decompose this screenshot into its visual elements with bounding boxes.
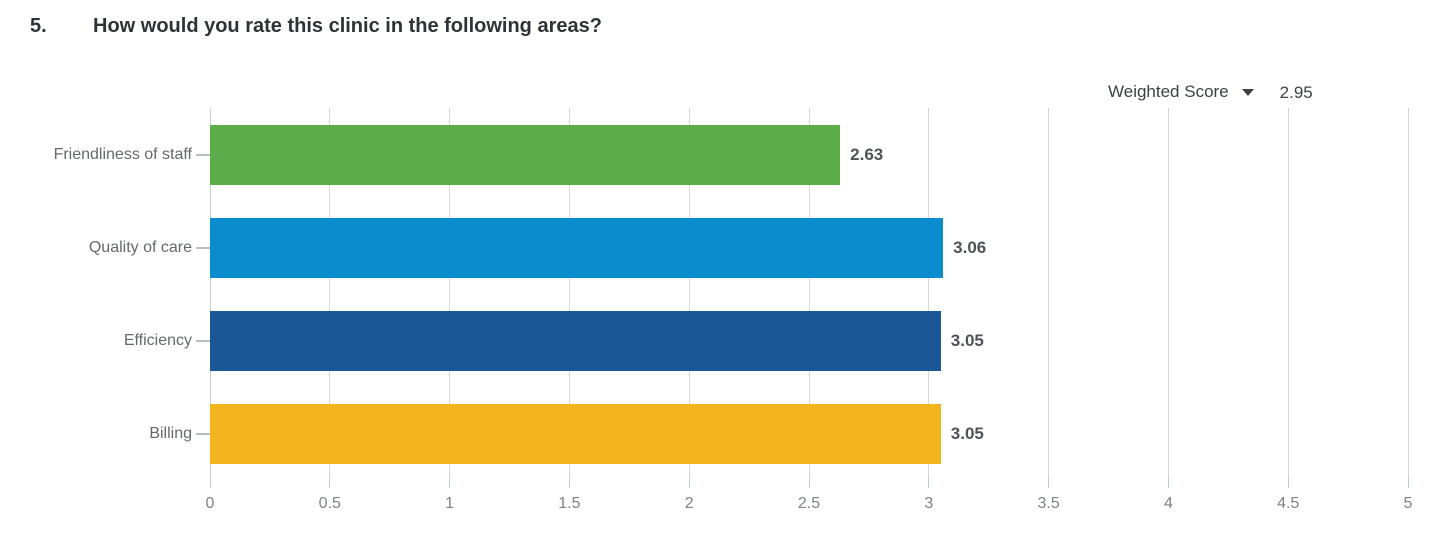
x-axis-tick	[329, 477, 331, 488]
x-axis-tick-label: 0.5	[318, 495, 341, 512]
x-axis-tick-label: 4.5	[1277, 495, 1300, 512]
gridline	[449, 108, 451, 477]
x-axis-tick	[808, 477, 810, 488]
category-label-friendliness-of-staff: Friendliness of staff	[53, 145, 192, 163]
x-axis-tick-label: 2.5	[797, 495, 821, 512]
weighted-score-label: Weighted Score	[1108, 82, 1229, 101]
category-label-billing: Billing	[149, 424, 192, 442]
gridline	[808, 108, 810, 477]
x-axis-tick	[928, 477, 930, 488]
x-axis-tick-label: 3	[924, 495, 934, 512]
gridline	[1048, 108, 1050, 477]
chart-header: Weighted Score 2.95	[1108, 80, 1313, 104]
bar-value-label: 2.63	[850, 144, 884, 164]
x-axis-tick	[568, 477, 570, 488]
x-axis-tick	[1167, 477, 1169, 488]
gridline	[329, 108, 331, 477]
category-tick-mark	[196, 432, 210, 435]
category-label-quality-of-care: Quality of care	[88, 238, 192, 256]
x-axis-tick	[688, 477, 690, 488]
bar-quality-of-care[interactable]	[210, 217, 944, 278]
weighted-score-dropdown[interactable]: Weighted Score	[1108, 82, 1254, 102]
x-axis-tick	[449, 477, 451, 488]
bar-billing[interactable]	[210, 403, 941, 464]
weighted-score-value: 2.95	[1279, 83, 1313, 102]
y-axis-line	[209, 108, 211, 477]
category-tick-mark	[196, 246, 210, 249]
gridline	[568, 108, 570, 477]
x-axis-tick	[1407, 477, 1409, 488]
gridline	[1287, 108, 1289, 477]
category-label-efficiency: Efficiency	[123, 331, 192, 349]
x-axis-tick	[1287, 477, 1289, 488]
chevron-down-icon	[1241, 88, 1254, 96]
x-axis-tick-label: 1	[445, 495, 455, 512]
question-text: How would you rate this clinic in the fo…	[93, 15, 602, 37]
x-axis-tick-label: 4	[1163, 495, 1173, 512]
gridline	[1407, 108, 1409, 477]
x-axis-tick-label: 1.5	[558, 495, 581, 512]
question-number: 5.	[30, 15, 47, 37]
gridline	[1167, 108, 1169, 477]
x-axis-tick	[209, 477, 211, 488]
x-axis-tick-label: 5	[1403, 495, 1413, 512]
gridline	[688, 108, 690, 477]
bar-friendliness-of-staff[interactable]	[210, 124, 841, 185]
x-axis-tick-label: 3.5	[1037, 495, 1060, 512]
category-tick-mark	[196, 153, 210, 156]
gridline	[928, 108, 930, 477]
question-title: 5. How would you rate this clinic in the …	[30, 15, 602, 38]
x-axis-tick-label: 2	[684, 495, 694, 512]
bar-value-label: 3.05	[950, 423, 984, 443]
bar-value-label: 3.06	[953, 237, 987, 257]
bar-value-label: 3.05	[950, 330, 984, 350]
bar-efficiency[interactable]	[210, 310, 941, 371]
x-axis-tick-label: 0	[205, 495, 215, 512]
x-axis-tick	[1048, 477, 1050, 488]
category-tick-mark	[196, 339, 210, 342]
